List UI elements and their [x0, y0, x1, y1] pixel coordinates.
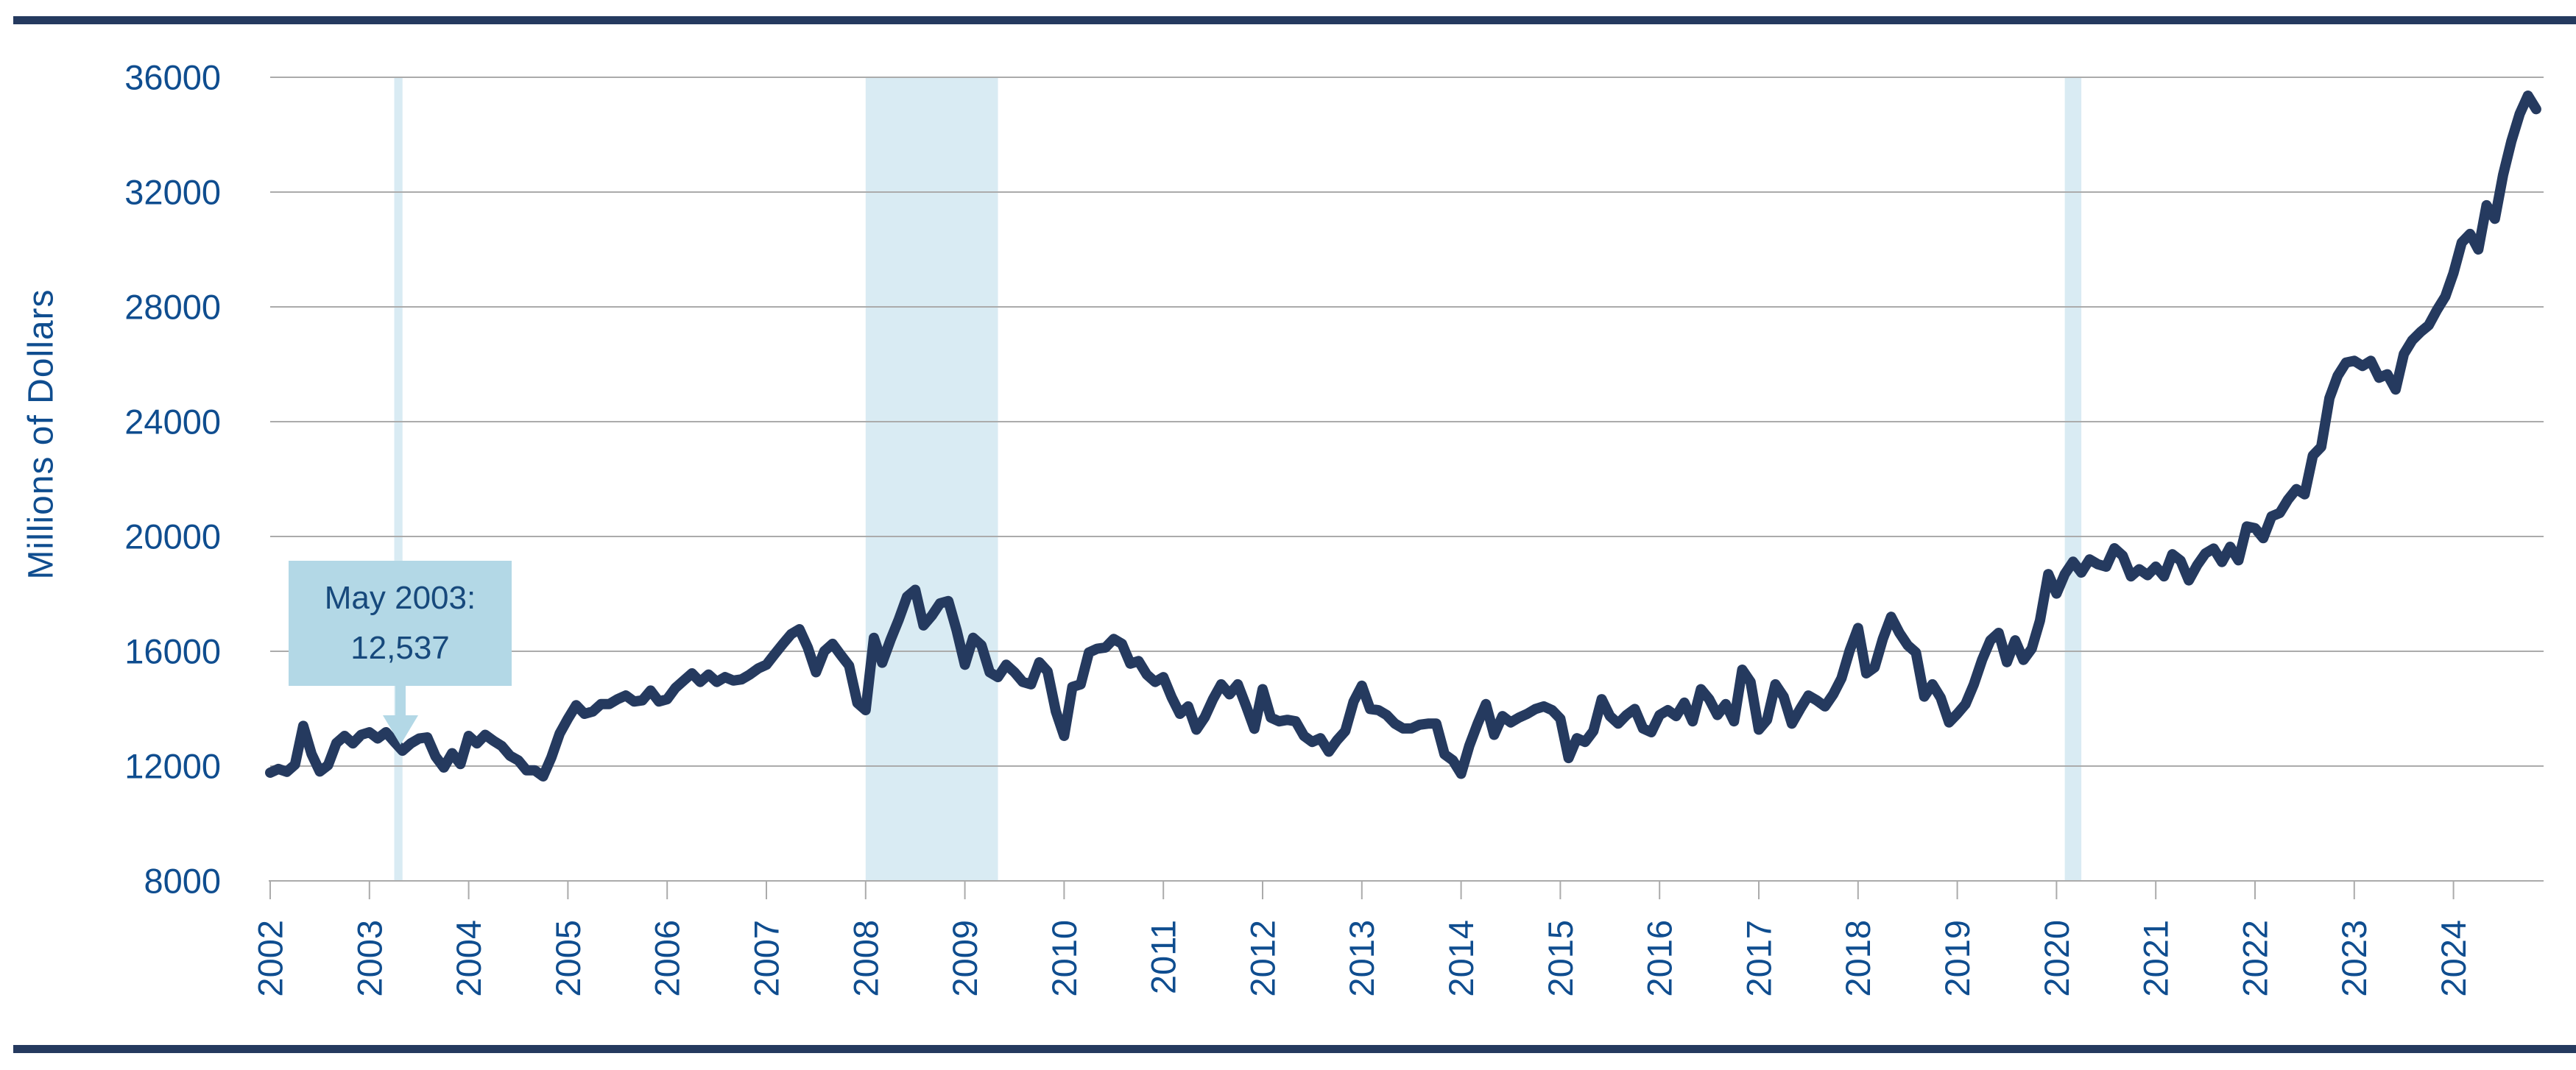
x-tick-label: 2003 — [350, 920, 389, 997]
y-tick-label: 16000 — [124, 631, 221, 670]
annotation-arrow-icon — [383, 715, 418, 745]
x-tick-label: 2019 — [1938, 920, 1977, 997]
x-tick-label: 2017 — [1739, 920, 1778, 997]
annotation-arrow-shaft — [395, 686, 406, 717]
x-tick-label: 2002 — [250, 920, 289, 997]
x-tick-label: 2015 — [1541, 920, 1580, 997]
x-tick-label: 2022 — [2235, 920, 2274, 997]
y-tick-label: 12000 — [124, 746, 221, 785]
top-border-rule — [13, 16, 2576, 24]
x-tick-label: 2014 — [1441, 920, 1481, 997]
x-tick-label: 2011 — [1144, 920, 1183, 994]
data-line — [265, 91, 2541, 782]
x-tick-label: 2004 — [449, 920, 488, 997]
x-tick-label: 2020 — [2037, 920, 2076, 997]
x-tick-label: 2021 — [2136, 920, 2176, 997]
recession-band — [865, 77, 998, 881]
annotation-line2: 12,537 — [350, 630, 450, 666]
bottom-border-rule — [13, 1045, 2576, 1053]
x-tick-label: 2016 — [1640, 920, 1679, 997]
recession-band — [394, 77, 403, 881]
x-tick-label: 2018 — [1838, 920, 1877, 997]
y-tick-label: 32000 — [124, 172, 221, 211]
x-tick-label: 2024 — [2434, 920, 2473, 997]
y-tick-label: 36000 — [124, 57, 221, 96]
recession-band — [2064, 77, 2082, 881]
annotation-line1: May 2003: — [324, 579, 476, 616]
x-tick-label: 2009 — [945, 920, 984, 997]
x-tick-label: 2010 — [1045, 920, 1084, 997]
x-tick-label: 2005 — [548, 920, 587, 997]
y-tick-label: 8000 — [144, 861, 221, 900]
y-tick-label: 24000 — [124, 402, 221, 441]
y-axis-title: Millions of Dollars — [21, 288, 61, 580]
x-tick-label: 2013 — [1342, 920, 1381, 997]
x-tick-label: 2006 — [648, 920, 687, 997]
x-tick-label: 2012 — [1243, 920, 1282, 997]
x-tick-label: 2007 — [747, 920, 786, 997]
x-tick-label: 2008 — [846, 920, 885, 997]
x-tick-label: 2023 — [2335, 920, 2374, 997]
y-tick-label: 20000 — [124, 517, 221, 556]
y-tick-label: 28000 — [124, 287, 221, 326]
annotation-callout: May 2003: 12,537 — [289, 561, 512, 686]
